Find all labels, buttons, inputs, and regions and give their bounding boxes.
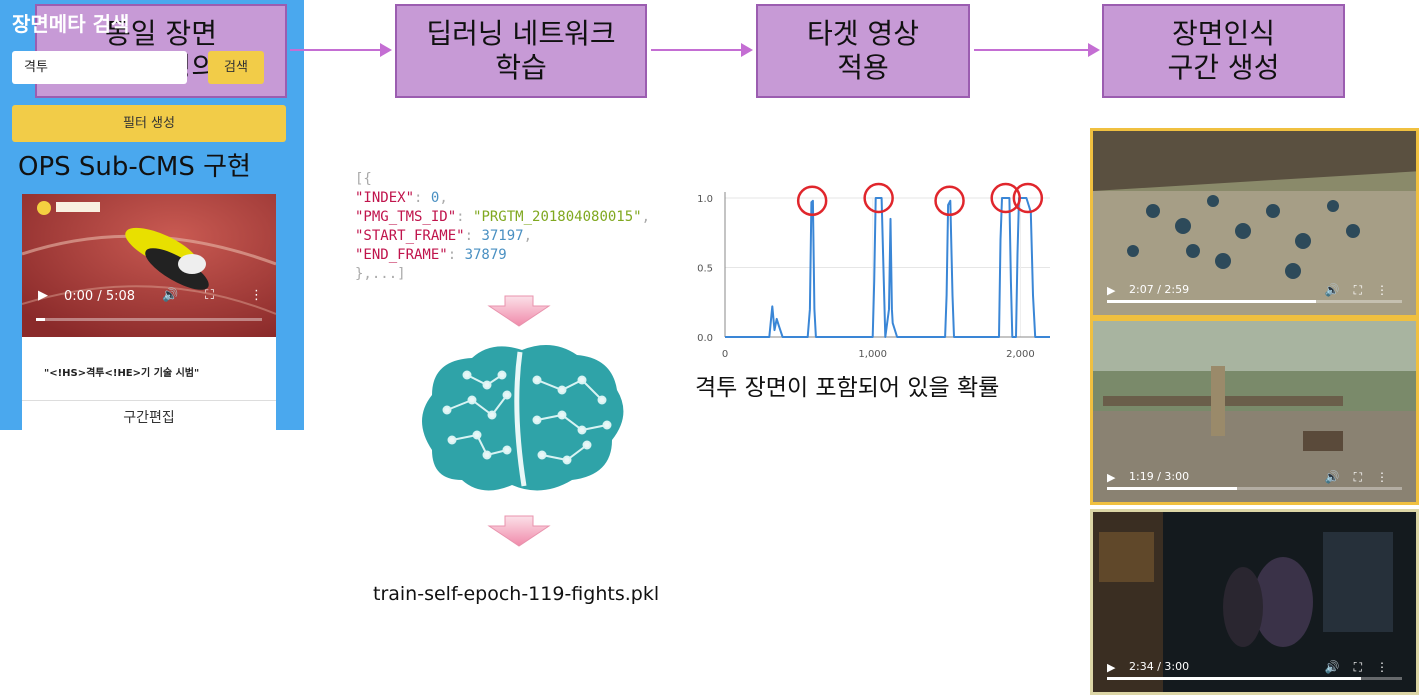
player-controls-icon[interactable]: 🔊⛶⋮ xyxy=(1324,283,1402,297)
brain-network-icon xyxy=(422,345,624,491)
probability-chart: 0.0 0.5 1.0 0 1,000 2,000 xyxy=(697,182,1050,360)
flow-arrow xyxy=(290,43,392,57)
step-apply-target: 타겟 영상 적용 xyxy=(756,4,970,98)
json-key: "END_FRAME" xyxy=(355,247,448,263)
json-key: "PMG_TMS_ID" xyxy=(355,209,457,225)
peak-highlight-circle xyxy=(863,182,894,214)
video-card: ▶ 0:00 / 5:08 🔊 ⛶ ⋮ "<!HS>격투<!HE>기 기술 시범… xyxy=(22,194,276,435)
step-generate-segment: 장면인식 구간 생성 xyxy=(1102,4,1345,98)
json-close: },...] xyxy=(355,266,406,282)
step-label: 딥러닝 네트워크 학습 xyxy=(426,17,616,84)
video-time: 0:00 / 5:08 xyxy=(64,289,136,304)
down-arrow-icon xyxy=(487,295,551,327)
peak-highlight-circle xyxy=(990,182,1021,214)
video-progress[interactable] xyxy=(1107,300,1402,303)
result-video[interactable]: ▶ 2:34 / 3:00 🔊⛶⋮ xyxy=(1090,509,1419,695)
player-controls-icon[interactable]: 🔊⛶⋮ xyxy=(1324,470,1402,484)
y-tick-label: 1.0 xyxy=(697,194,713,205)
model-file-name: train-self-epoch-119-fights.pkl xyxy=(373,583,660,605)
play-icon[interactable]: ▶ xyxy=(1107,661,1116,674)
edit-segment-button[interactable]: 구간편집 xyxy=(22,400,276,435)
video-player[interactable]: ▶ 0:00 / 5:08 🔊 ⛶ ⋮ xyxy=(22,194,276,337)
video-caption: "<!HS>격투<!HE>기 기술 시범" xyxy=(44,368,200,379)
player-controls-icon[interactable]: 🔊⛶⋮ xyxy=(1324,660,1402,674)
json-sample: [{ "INDEX": 0, "PMG_TMS_ID": "PRGTM_2018… xyxy=(355,171,651,282)
step-label: 장면인식 구간 생성 xyxy=(1167,17,1280,84)
series-line xyxy=(725,197,1050,338)
chart-caption: 격투 장면이 포함되어 있을 확률 xyxy=(695,375,1000,401)
play-icon[interactable]: ▶ xyxy=(38,288,48,303)
json-value: 0 xyxy=(430,190,440,206)
step-label: 타겟 영상 적용 xyxy=(807,17,919,84)
play-icon[interactable]: ▶ xyxy=(1107,284,1116,297)
peak-highlight-circle xyxy=(796,185,828,217)
video-time: 2:07 / 2:59 xyxy=(1129,283,1190,296)
x-tick-label: 2,000 xyxy=(1006,349,1035,360)
x-tick-label: 1,000 xyxy=(858,349,887,360)
video-progress-fill xyxy=(1107,487,1237,490)
section-title: OPS Sub-CMS 구현 xyxy=(18,152,251,182)
peak-highlight-circle xyxy=(1012,182,1044,214)
play-icon[interactable]: ▶ xyxy=(1107,471,1116,484)
video-thumbnail xyxy=(1093,321,1416,502)
video-progress-fill xyxy=(36,318,46,321)
y-tick-label: 0.5 xyxy=(697,264,713,275)
json-open: [{ xyxy=(355,171,372,187)
video-thumbnail xyxy=(1093,131,1416,315)
result-video[interactable]: ▶ 1:19 / 3:00 🔊⛶⋮ xyxy=(1090,318,1419,505)
video-progress-fill xyxy=(1107,300,1317,303)
video-thumbnail xyxy=(22,194,276,337)
cms-header: 장면메타 검색 xyxy=(12,12,130,36)
y-tick-label: 0.0 xyxy=(697,333,713,344)
volume-icon[interactable]: 🔊 xyxy=(162,288,179,303)
video-progress-fill xyxy=(1107,677,1361,680)
search-input[interactable]: 격투 xyxy=(12,51,187,84)
cms-panel: 장면메타 검색 격투 검색 필터 생성 ▶ 0:00 / 5:08 🔊 ⛶ ⋮ … xyxy=(0,0,304,435)
filter-button[interactable]: 필터 생성 xyxy=(12,105,286,142)
json-value: "PRGTM_201804080015" xyxy=(473,209,642,225)
video-time: 1:19 / 3:00 xyxy=(1129,470,1190,483)
flow-arrow xyxy=(974,43,1100,57)
fullscreen-icon[interactable]: ⛶ xyxy=(205,288,215,303)
video-thumbnail xyxy=(1093,512,1416,692)
video-time: 2:34 / 3:00 xyxy=(1129,660,1190,673)
video-progress[interactable] xyxy=(36,318,262,321)
search-button[interactable]: 검색 xyxy=(208,51,264,84)
json-value: 37879 xyxy=(464,247,507,263)
video-progress[interactable] xyxy=(1107,677,1402,680)
down-arrow-icon xyxy=(487,515,551,547)
peak-highlight-circle xyxy=(934,185,965,217)
json-value: 37197 xyxy=(481,228,524,244)
step-train-network: 딥러닝 네트워크 학습 xyxy=(395,4,647,98)
flow-arrow xyxy=(651,43,753,57)
video-progress[interactable] xyxy=(1107,487,1402,490)
json-key: "INDEX" xyxy=(355,190,415,206)
json-key: "START_FRAME" xyxy=(355,228,465,244)
result-video[interactable]: ▶ 2:07 / 2:59 🔊⛶⋮ xyxy=(1090,128,1419,318)
more-icon[interactable]: ⋮ xyxy=(250,288,263,303)
x-tick-label: 0 xyxy=(722,349,728,360)
